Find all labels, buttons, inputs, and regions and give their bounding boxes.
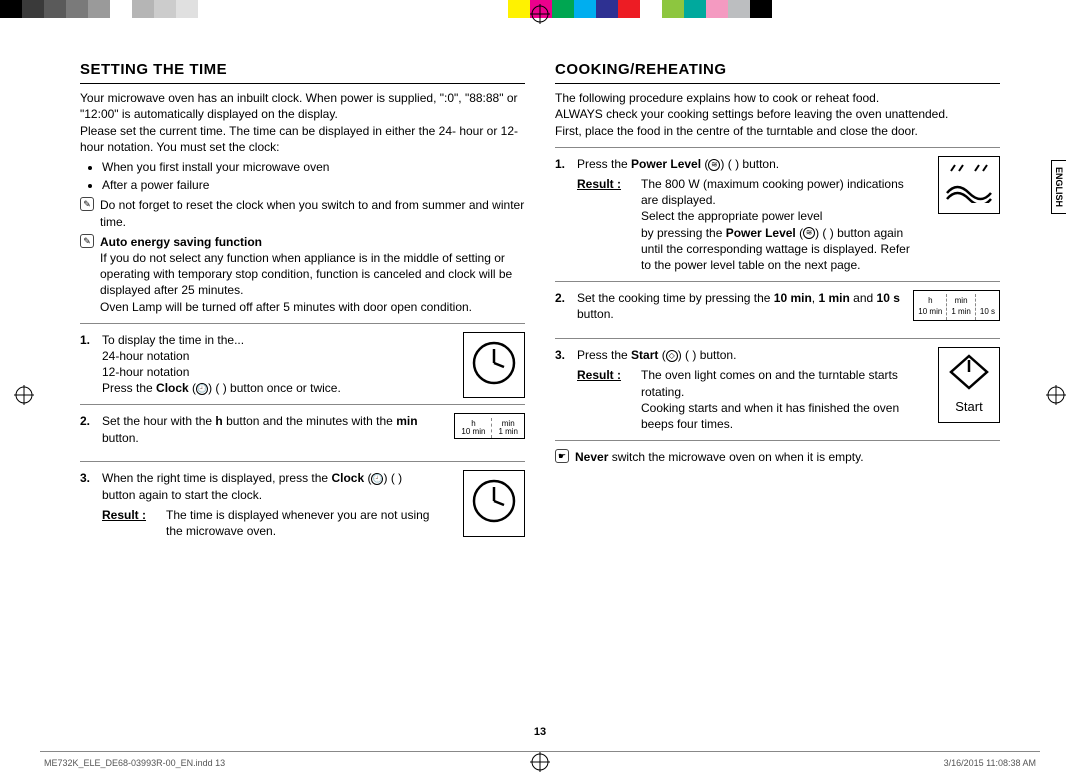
step-number: 2. bbox=[80, 413, 94, 453]
footer-file-info: ME732K_ELE_DE68-03993R-00_EN.indd 13 bbox=[44, 758, 225, 768]
step-text: Press the Power Level (≋) ( ) button. bbox=[577, 157, 779, 171]
separator bbox=[80, 461, 525, 462]
bullet-item: When you first install your microwave ov… bbox=[102, 159, 525, 175]
time-buttons-illustration: h10 min min1 min 10 s bbox=[913, 290, 1000, 321]
result-label: Result : bbox=[577, 367, 629, 432]
step-number: 3. bbox=[555, 347, 569, 432]
color-swatch bbox=[44, 0, 66, 18]
page-content: SETTING THE TIME Your microwave oven has… bbox=[80, 60, 1000, 539]
color-swatch bbox=[640, 0, 662, 18]
result-label: Result : bbox=[577, 176, 629, 273]
color-swatch bbox=[574, 0, 596, 18]
clock-button-illustration bbox=[463, 332, 525, 398]
step-3: 3. Press the Start (◇) ( ) button. Resul… bbox=[555, 347, 1000, 432]
power-level-illustration bbox=[938, 156, 1000, 214]
footer-rule bbox=[40, 751, 1040, 752]
step-text: 12-hour notation bbox=[102, 365, 189, 379]
color-swatch bbox=[66, 0, 88, 18]
note-auto-energy: ✎ Auto energy saving function If you do … bbox=[80, 234, 525, 315]
registration-mark-bottom bbox=[530, 752, 550, 772]
separator bbox=[555, 338, 1000, 339]
color-swatch bbox=[0, 0, 22, 18]
step-text: To display the time in the... bbox=[102, 333, 244, 347]
step-text: Press the Clock (🕘) ( ) button once or t… bbox=[102, 381, 341, 395]
step-text: Set the hour with the h button and the m… bbox=[102, 414, 418, 444]
intro-text: ALWAYS check your cooking settings befor… bbox=[555, 106, 1000, 122]
step-1: 1. To display the time in the... 24-hour… bbox=[80, 332, 525, 397]
step-1: 1. Press the Power Level (≋) ( ) button.… bbox=[555, 156, 1000, 273]
heading-cooking-reheating: COOKING/REHEATING bbox=[555, 60, 1000, 84]
step-3: 3. When the right time is displayed, pre… bbox=[80, 470, 525, 539]
result-text: The 800 W (maximum cooking power) indica… bbox=[641, 176, 910, 273]
result-text: The oven light comes on and the turntabl… bbox=[641, 367, 910, 432]
color-swatch bbox=[110, 0, 132, 18]
intro-text: Please set the current time. The time ca… bbox=[80, 123, 525, 155]
color-swatch bbox=[154, 0, 176, 18]
page-number: 13 bbox=[0, 726, 1080, 738]
note-icon: ✎ bbox=[80, 234, 94, 248]
warning-text: Never switch the microwave oven on when … bbox=[575, 449, 1000, 465]
step-number: 1. bbox=[80, 332, 94, 397]
note-icon: ✎ bbox=[80, 197, 94, 211]
step-number: 2. bbox=[555, 290, 569, 330]
step-text: When the right time is displayed, press … bbox=[102, 471, 402, 501]
registration-mark-right bbox=[1046, 385, 1066, 405]
start-button-illustration: Start bbox=[938, 347, 1000, 423]
color-swatch bbox=[596, 0, 618, 18]
footer-timestamp: 3/16/2015 11:08:38 AM bbox=[944, 758, 1036, 768]
result-text: The time is displayed whenever you are n… bbox=[166, 507, 435, 539]
step-2: 2. Set the cooking time by pressing the … bbox=[555, 290, 1000, 330]
intro-text: The following procedure explains how to … bbox=[555, 90, 1000, 106]
step-text: Set the cooking time by pressing the 10 … bbox=[577, 291, 900, 321]
color-swatch bbox=[508, 0, 530, 18]
color-swatch bbox=[132, 0, 154, 18]
left-column: SETTING THE TIME Your microwave oven has… bbox=[80, 60, 525, 539]
color-swatch bbox=[22, 0, 44, 18]
color-swatch bbox=[662, 0, 684, 18]
separator bbox=[80, 404, 525, 405]
separator bbox=[555, 147, 1000, 148]
color-swatch bbox=[728, 0, 750, 18]
step-text: 24-hour notation bbox=[102, 349, 189, 363]
auto-energy-title: Auto energy saving function bbox=[100, 235, 262, 249]
clock-icon: 🕘 bbox=[371, 473, 383, 485]
separator bbox=[80, 323, 525, 324]
separator bbox=[555, 440, 1000, 441]
power-level-icon: ≋ bbox=[708, 159, 720, 171]
registration-mark-left bbox=[14, 385, 34, 405]
auto-energy-body: If you do not select any function when a… bbox=[100, 251, 512, 297]
result-label: Result : bbox=[102, 507, 154, 539]
intro-text: Your microwave oven has an inbuilt clock… bbox=[80, 90, 525, 122]
separator bbox=[555, 281, 1000, 282]
color-swatch bbox=[198, 0, 508, 18]
note-dst: ✎ Do not forget to reset the clock when … bbox=[80, 197, 525, 229]
step-number: 3. bbox=[80, 470, 94, 539]
bullet-list: When you first install your microwave ov… bbox=[102, 159, 525, 193]
clock-button-illustration bbox=[463, 470, 525, 536]
color-swatch bbox=[88, 0, 110, 18]
auto-energy-body: Oven Lamp will be turned off after 5 min… bbox=[100, 300, 472, 314]
color-swatch bbox=[706, 0, 728, 18]
right-column: COOKING/REHEATING The following procedur… bbox=[555, 60, 1000, 539]
heading-setting-time: SETTING THE TIME bbox=[80, 60, 525, 84]
step-2: 2. Set the hour with the h button and th… bbox=[80, 413, 525, 453]
color-swatch bbox=[618, 0, 640, 18]
intro-text: First, place the food in the centre of t… bbox=[555, 123, 1000, 139]
clock-icon: 🕘 bbox=[196, 383, 208, 395]
color-swatch bbox=[684, 0, 706, 18]
start-icon: ◇ bbox=[666, 350, 678, 362]
warning-never-empty: ☛ Never switch the microwave oven on whe… bbox=[555, 449, 1000, 465]
power-level-icon: ≋ bbox=[803, 227, 815, 239]
registration-mark-top bbox=[530, 4, 550, 24]
color-swatch bbox=[750, 0, 772, 18]
language-tab: ENGLISH bbox=[1051, 160, 1066, 214]
bullet-item: After a power failure bbox=[102, 177, 525, 193]
color-swatch bbox=[552, 0, 574, 18]
step-number: 1. bbox=[555, 156, 569, 273]
note-text: Do not forget to reset the clock when yo… bbox=[100, 197, 525, 229]
warning-icon: ☛ bbox=[555, 449, 569, 463]
h-min-button-illustration: h10 min min1 min bbox=[454, 413, 525, 439]
step-text: Press the Start (◇) ( ) button. bbox=[577, 348, 736, 362]
color-swatch bbox=[176, 0, 198, 18]
